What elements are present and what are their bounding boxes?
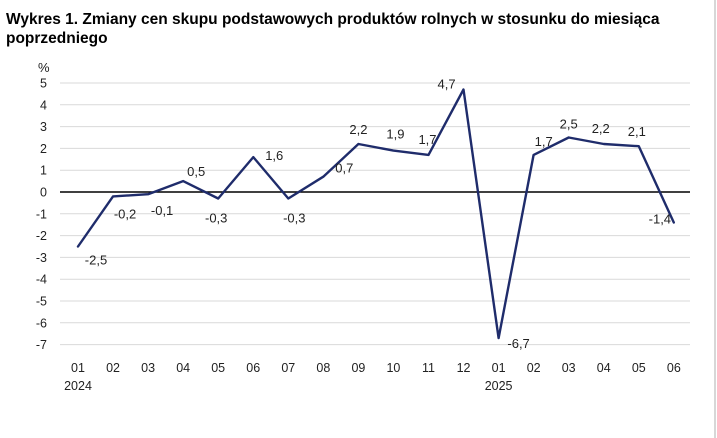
data-label: 4,7 [438,77,456,92]
y-tick-label: 2 [40,142,47,156]
x-tick-label: 12 [457,361,471,375]
data-label: 1,9 [386,127,404,142]
x-tick-label: 10 [386,361,400,375]
gridlines [60,82,690,346]
x-tick-label: 03 [141,361,155,375]
data-label: -0,2 [114,206,136,221]
data-label: -0,3 [205,211,227,226]
x-year-label: 2025 [485,379,513,393]
y-tick-label: -7 [36,338,47,352]
y-axis-unit: % [38,60,50,75]
data-label: 2,5 [560,117,578,132]
x-axis-ticks: 01 02 03 04 05 06 07 08 09 10 11 12 01 02 03 04 05 06 2024… [64,361,681,393]
series-line [76,88,675,340]
x-tick-label: 03 [562,361,576,375]
data-label: 1,7 [535,134,553,149]
data-label: 1,7 [418,132,436,147]
data-label: -2,5 [85,253,107,268]
x-tick-label: 04 [597,361,611,375]
data-label: -0,1 [151,203,173,218]
data-label: 2,2 [349,122,367,137]
data-label: -0,3 [283,211,305,226]
x-tick-label: 05 [632,361,646,375]
x-tick-label: 02 [106,361,120,375]
x-tick-label: 09 [351,361,365,375]
x-tick-label: 01 [71,361,85,375]
x-tick-label: 04 [176,361,190,375]
data-label: -6,7 [507,336,529,351]
frame-border [714,0,716,438]
data-label: 0,5 [187,164,205,179]
data-label: 1,6 [265,148,283,163]
data-labels: -2,5 -0,2 -0,1 0,5 -0,3 1,6 -0,3 0,7 2,2 1,9 1,7 4,… [85,77,671,352]
x-tick-label: 08 [316,361,330,375]
y-tick-label: -6 [36,316,47,330]
x-tick-label: 05 [211,361,225,375]
data-label: -1,4 [649,212,671,227]
x-tick-label: 01 [492,361,506,375]
x-year-label: 2024 [64,379,92,393]
y-axis-ticks: 5 4 3 2 1 0 -1 -2 -3 -4 -5 -6 -7 [36,77,47,353]
data-label: 2,1 [628,124,646,139]
x-tick-label: 06 [667,361,681,375]
y-tick-label: -1 [36,207,47,221]
data-label: 0,7 [335,161,353,176]
series-line-layer [76,88,675,340]
x-tick-label: 11 [422,361,435,375]
y-tick-label: -3 [36,251,47,265]
data-label: 2,2 [592,121,610,136]
x-tick-label: 07 [281,361,295,375]
y-tick-label: 4 [40,98,47,112]
y-tick-label: 5 [40,77,47,91]
x-tick-label: 02 [527,361,541,375]
y-tick-label: 0 [40,186,47,200]
y-tick-label: -5 [36,295,47,309]
x-tick-label: 06 [246,361,260,375]
chart-title: Wykres 1. Zmiany cen skupu podstawowych … [6,11,660,47]
y-tick-label: 1 [40,164,47,178]
y-tick-label: 3 [40,120,47,134]
y-tick-label: -2 [36,229,47,243]
y-tick-label: -4 [36,273,47,287]
